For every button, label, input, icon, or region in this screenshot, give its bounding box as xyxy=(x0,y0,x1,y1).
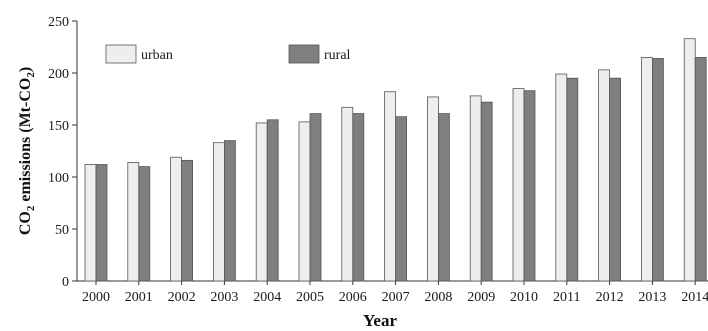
y-axis: 0 50 100 150 200 250 xyxy=(48,15,78,290)
bar-rural-2008 xyxy=(437,113,450,282)
bar-rural-2014 xyxy=(694,57,707,282)
bar-rural-2007 xyxy=(395,116,408,282)
bars xyxy=(84,38,707,282)
bar-rural-2010 xyxy=(523,90,536,282)
bar-rural-2000 xyxy=(95,164,108,282)
x-tick-label: 2009 xyxy=(467,290,495,305)
bar-rural-2013 xyxy=(652,58,664,282)
legend-label-urban: urban xyxy=(141,48,173,63)
x-tick-label: 2013 xyxy=(638,290,666,305)
bar-urban-2010 xyxy=(512,88,525,282)
bar-rural-2004 xyxy=(266,119,279,282)
bar-urban-2002 xyxy=(170,156,183,282)
y-tick-label: 150 xyxy=(48,119,69,134)
bar-urban-2001 xyxy=(127,162,140,282)
bar-urban-2007 xyxy=(384,91,397,282)
bar-urban-2009 xyxy=(469,95,482,282)
y-tick-label: 100 xyxy=(48,171,69,186)
x-tick-label: 2011 xyxy=(553,290,580,305)
x-tick-label: 2000 xyxy=(82,290,110,305)
x-tick-label: 2014 xyxy=(681,290,708,305)
x-axis: 2000 2001 2002 2003 2004 2005 2006 2007 2008 2009… xyxy=(77,280,708,305)
bar-rural-2005 xyxy=(309,113,322,282)
y-tick-label: 0 xyxy=(62,275,69,290)
x-axis-title: Year xyxy=(363,311,397,330)
bar-urban-2008 xyxy=(426,96,439,282)
x-tick-label: 2012 xyxy=(596,290,624,305)
y-axis-title-sub2: 2 xyxy=(25,72,37,78)
bar-rural-2012 xyxy=(609,77,621,282)
bar-urban-2005 xyxy=(298,121,311,282)
legend-label-rural: rural xyxy=(324,48,351,63)
y-axis-title-middle: emissions (Mt-CO xyxy=(17,78,34,206)
x-tick-label: 2001 xyxy=(125,290,153,305)
y-tick-label: 50 xyxy=(55,223,69,238)
bar-rural-2009 xyxy=(480,101,493,282)
bar-rural-2006 xyxy=(352,113,365,282)
y-axis-title-suffix: ) xyxy=(17,67,34,72)
bar-rural-2003 xyxy=(223,140,236,282)
legend: urban rural xyxy=(105,44,351,64)
y-tick-label: 250 xyxy=(48,15,69,30)
y-axis-title-sub: 2 xyxy=(25,205,37,211)
x-tick-label: 2007 xyxy=(382,290,410,305)
bar-urban-2012 xyxy=(598,69,610,282)
bar-urban-2000 xyxy=(84,164,97,282)
x-tick-label: 2010 xyxy=(510,290,538,305)
legend-swatch-rural xyxy=(288,44,320,64)
bar-rural-2002 xyxy=(181,159,194,282)
y-axis-title-prefix: CO xyxy=(17,211,34,235)
x-tick-label: 2004 xyxy=(253,290,281,305)
bar-urban-2004 xyxy=(255,122,268,282)
bar-rural-2001 xyxy=(138,166,151,282)
x-tick-label: 2002 xyxy=(168,290,196,305)
x-tick-label: 2006 xyxy=(339,290,367,305)
x-tick-label: 2003 xyxy=(210,290,238,305)
bar-rural-2011 xyxy=(566,77,579,282)
x-tick-label: 2008 xyxy=(424,290,452,305)
legend-swatch-urban xyxy=(105,44,137,64)
bar-urban-2013 xyxy=(641,57,653,282)
bar-urban-2006 xyxy=(341,106,354,282)
bar-urban-2014 xyxy=(683,38,696,282)
bar-urban-2003 xyxy=(212,142,225,282)
x-tick-label: 2005 xyxy=(296,290,324,305)
bar-urban-2011 xyxy=(555,73,568,282)
y-axis-title: CO2 emissions (Mt-CO2) xyxy=(17,67,37,235)
y-tick-label: 200 xyxy=(48,67,69,82)
